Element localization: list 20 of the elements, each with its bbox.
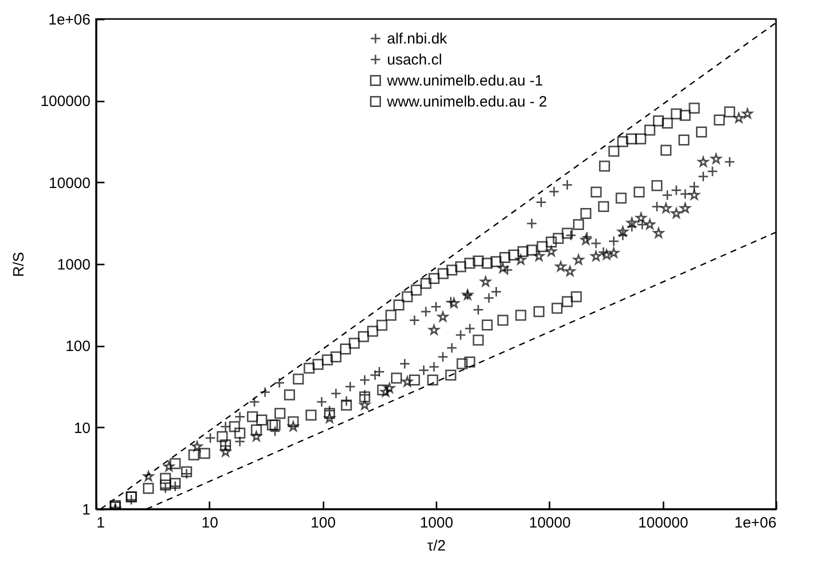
x-tick-label: 100 [310, 514, 336, 532]
legend-label: usach.cl [387, 52, 442, 68]
legend-label: www.unimelb.edu.au - 2 [386, 94, 548, 110]
x-tick-label: 1 [96, 514, 105, 532]
x-tick-label: 10 [201, 514, 218, 532]
y-tick-label: 10 [74, 420, 90, 437]
x-tick-label: 10000 [528, 514, 571, 532]
y-tick-label: 1000 [57, 256, 90, 274]
legend-label: www.unimelb.edu.au -1 [386, 72, 543, 90]
y-tick-label: 100 [65, 338, 90, 356]
y-tick-label: 100000 [40, 93, 90, 110]
legend-label: alf.nbi.dk [387, 30, 448, 48]
x-axis-title: τ/2 [427, 538, 446, 554]
y-tick-label: 1e+06 [48, 12, 90, 28]
y-axis-title: R/S [10, 252, 28, 278]
y-tick-label: 1 [82, 502, 90, 518]
x-tick-label: 1e+06 [734, 514, 776, 532]
x-tick-label: 1000 [420, 514, 454, 532]
x-tick-label: 100000 [638, 514, 688, 532]
y-tick-label: 10000 [48, 174, 90, 192]
